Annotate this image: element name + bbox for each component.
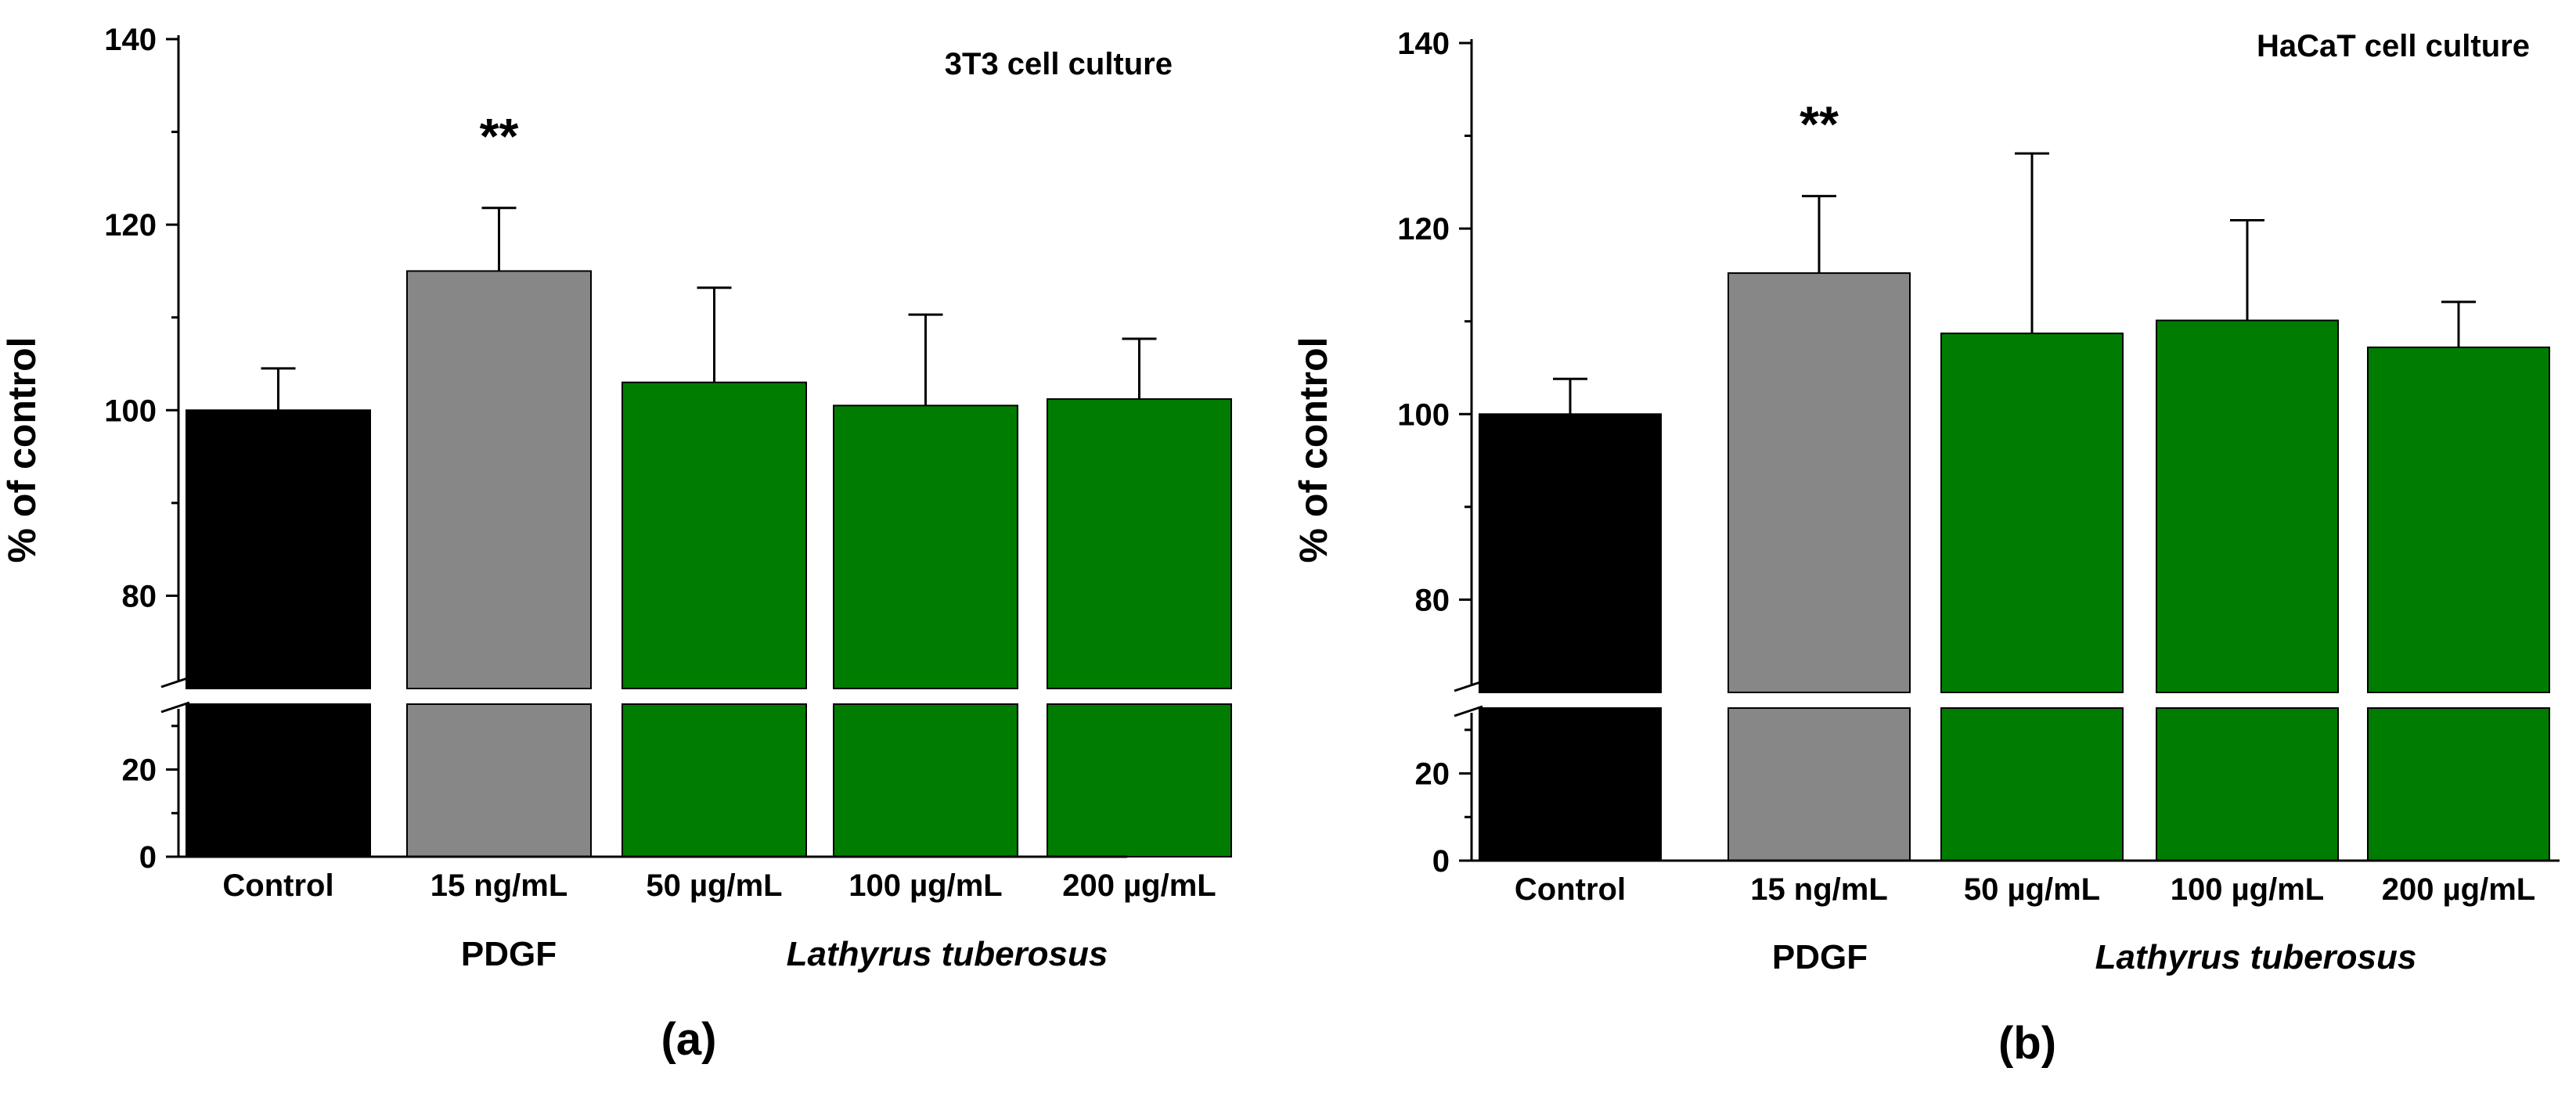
y-tick-label: 120 <box>104 208 157 243</box>
y-tick-label: 0 <box>139 840 157 875</box>
x-tick-label: 100 µg/mL <box>848 868 1002 903</box>
axis-break-mark <box>1454 680 1483 692</box>
x-tick-label: 200 µg/mL <box>2382 872 2535 907</box>
bar <box>621 381 807 689</box>
significance-marker: ** <box>480 108 519 164</box>
axis-break-mark <box>160 701 190 714</box>
group-label: Lathyrus tuberosus <box>787 935 1108 973</box>
bar <box>1479 413 1662 693</box>
chart-title: HaCaT cell culture <box>2257 29 2530 63</box>
bar-lower-segment <box>2156 707 2339 861</box>
y-tick-label: 80 <box>1415 583 1450 617</box>
significance-marker: ** <box>1800 96 1839 153</box>
chart-title: 3T3 cell culture <box>945 47 1173 81</box>
bar <box>1047 398 1232 689</box>
bar <box>2367 346 2550 693</box>
x-tick-label: 50 µg/mL <box>1964 872 2100 907</box>
bar <box>1728 272 1911 693</box>
group-label: PDGF <box>1772 938 1868 976</box>
bar-lower-segment <box>1728 707 1911 861</box>
y-tick-label: 120 <box>1397 212 1450 246</box>
y-tick-label: 140 <box>104 23 157 57</box>
y-tick-label: 20 <box>1415 757 1450 792</box>
axis-break-mark <box>1454 705 1483 717</box>
x-tick-label: 50 µg/mL <box>646 868 782 903</box>
x-tick-label: Control <box>1515 872 1626 907</box>
y-tick-label: 0 <box>1432 844 1450 879</box>
bar-lower-segment <box>833 703 1018 858</box>
panel-label: (b) <box>1998 1018 2056 1069</box>
bar-lower-segment <box>1940 707 2124 861</box>
panel-label: (a) <box>661 1014 717 1065</box>
chart-panel-b: ** 0 20 80 100 120 140 Control 15 ng/mL 50 µg/mL 1… <box>1292 27 2560 1069</box>
y-tick-label: 140 <box>1397 27 1450 61</box>
x-tick-label: 15 ng/mL <box>1750 872 1888 907</box>
bar <box>406 270 592 689</box>
x-tick-label: Control <box>222 868 333 903</box>
bar <box>186 409 371 689</box>
bar-lower-segment <box>406 703 592 858</box>
bar <box>833 404 1018 689</box>
y-tick-label: 20 <box>122 753 157 788</box>
y-axis-label: % of control <box>0 337 44 563</box>
chart-panel-a: ** 0 20 80 100 120 140 Control 15 ng/mL 50 µg/mL 1… <box>0 23 1232 1065</box>
y-tick-label: 100 <box>1397 397 1450 432</box>
bar-lower-segment <box>621 703 807 858</box>
bar-lower-segment <box>2367 707 2550 861</box>
y-axis-label: % of control <box>1292 337 1335 563</box>
bar-lower-segment <box>1479 707 1662 861</box>
axis-break-mark <box>160 676 190 689</box>
group-label: PDGF <box>461 935 557 973</box>
x-tick-label: 100 µg/mL <box>2171 872 2324 907</box>
bar <box>2156 319 2339 693</box>
x-tick-label: 15 ng/mL <box>431 868 568 903</box>
y-tick-label: 80 <box>122 579 157 613</box>
y-tick-label: 100 <box>104 394 157 428</box>
group-label: Lathyrus tuberosus <box>2095 938 2417 976</box>
bar-lower-segment <box>186 703 371 858</box>
bar-lower-segment <box>1047 703 1232 858</box>
x-tick-label: 200 µg/mL <box>1062 868 1216 903</box>
bar <box>1940 333 2124 693</box>
